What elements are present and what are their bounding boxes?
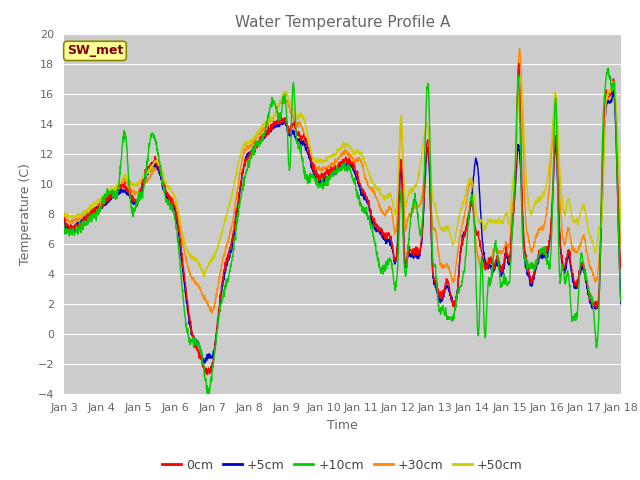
X-axis label: Time: Time: [327, 419, 358, 432]
+30cm: [516, 46, 524, 52]
+5cm: [601, 123, 609, 129]
+10cm: [316, 184, 324, 190]
+10cm: [204, 391, 212, 396]
+5cm: [610, 88, 618, 94]
Title: Water Temperature Profile A: Water Temperature Profile A: [235, 15, 450, 30]
+10cm: [499, 281, 506, 287]
0cm: [60, 215, 68, 221]
+50cm: [200, 274, 207, 279]
0cm: [331, 164, 339, 170]
+5cm: [88, 210, 96, 216]
+30cm: [331, 156, 339, 162]
Line: +30cm: +30cm: [64, 49, 621, 313]
+30cm: [316, 166, 324, 171]
0cm: [601, 103, 609, 108]
+5cm: [316, 178, 324, 184]
+50cm: [331, 152, 339, 158]
Line: 0cm: 0cm: [64, 63, 621, 374]
+50cm: [88, 201, 96, 207]
0cm: [88, 213, 96, 218]
+50cm: [601, 124, 609, 130]
+5cm: [331, 172, 339, 178]
+50cm: [60, 210, 68, 216]
+10cm: [601, 91, 609, 97]
0cm: [617, 265, 625, 271]
+50cm: [516, 74, 524, 80]
Text: SW_met: SW_met: [67, 44, 123, 58]
+5cm: [200, 361, 207, 367]
+30cm: [601, 121, 609, 127]
+50cm: [617, 218, 625, 224]
0cm: [203, 372, 211, 377]
+5cm: [617, 301, 625, 307]
0cm: [499, 264, 506, 270]
Legend: 0cm, +5cm, +10cm, +30cm, +50cm: 0cm, +5cm, +10cm, +30cm, +50cm: [157, 454, 528, 477]
0cm: [316, 177, 324, 183]
+10cm: [601, 89, 609, 95]
Line: +5cm: +5cm: [64, 91, 621, 364]
+10cm: [60, 222, 68, 228]
Line: +50cm: +50cm: [64, 77, 621, 276]
+30cm: [499, 250, 506, 256]
0cm: [602, 100, 609, 106]
Line: +10cm: +10cm: [64, 68, 621, 394]
+50cm: [602, 117, 609, 122]
+30cm: [88, 208, 96, 214]
+30cm: [602, 116, 609, 121]
+10cm: [331, 169, 339, 175]
+10cm: [604, 65, 612, 71]
+30cm: [208, 311, 216, 316]
+10cm: [617, 298, 625, 304]
+5cm: [60, 219, 68, 225]
+5cm: [499, 271, 506, 276]
Y-axis label: Temperature (C): Temperature (C): [19, 163, 32, 264]
+30cm: [617, 241, 625, 247]
+5cm: [601, 120, 609, 126]
+50cm: [316, 156, 324, 162]
+50cm: [499, 221, 506, 227]
+10cm: [88, 213, 96, 219]
+30cm: [60, 214, 68, 219]
0cm: [515, 60, 522, 66]
